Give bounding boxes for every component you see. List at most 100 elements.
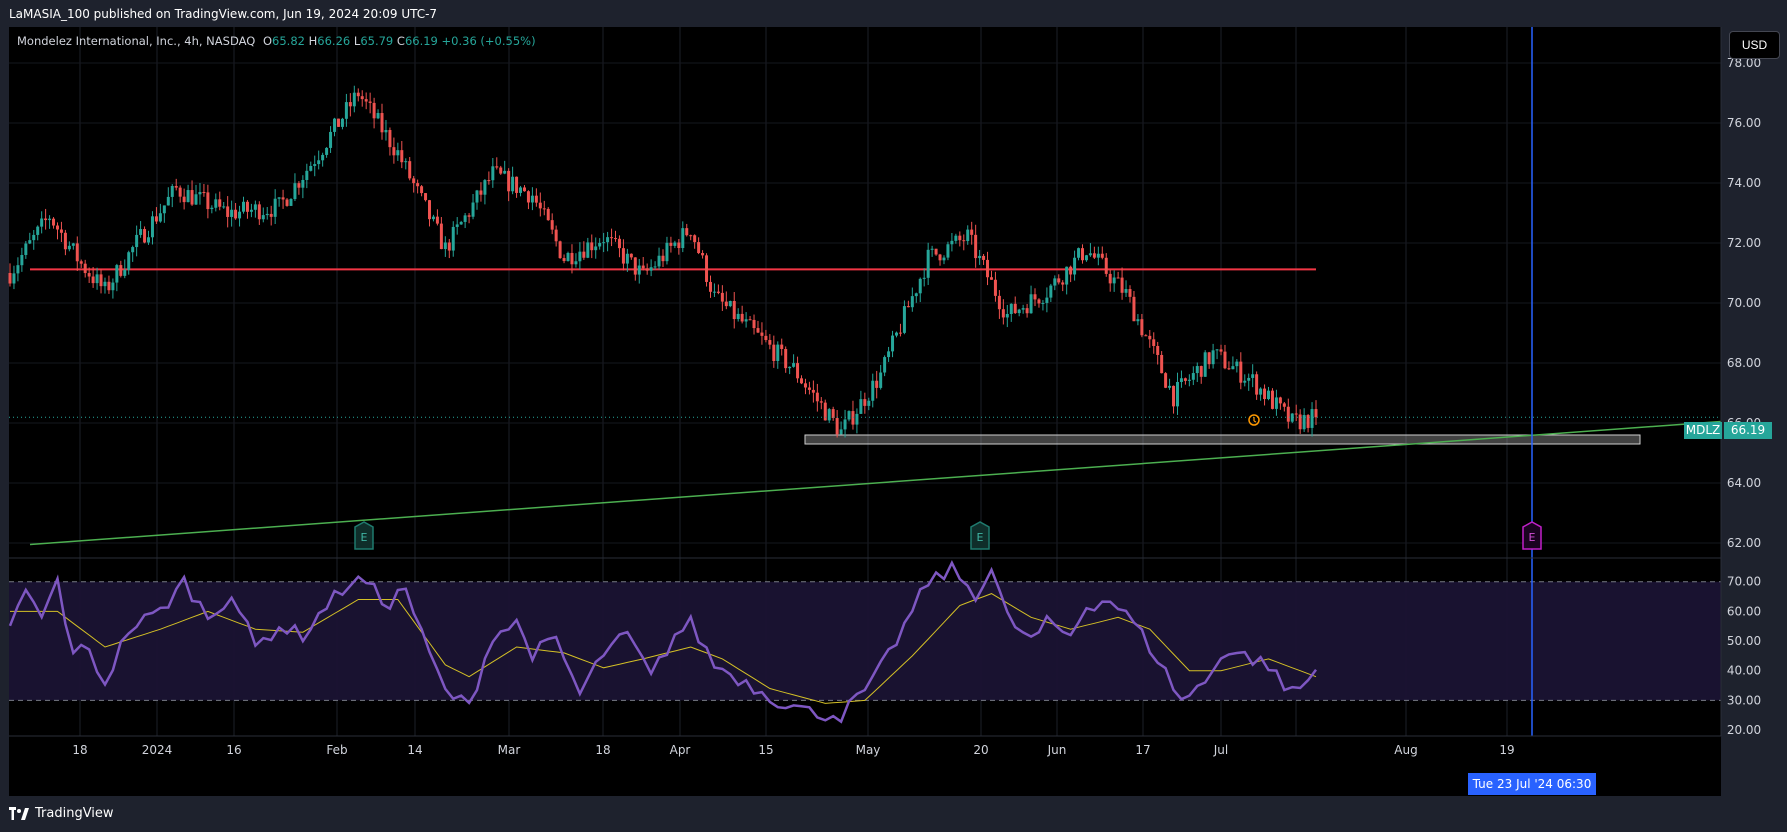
candle-body: [843, 419, 847, 430]
candle-body: [99, 274, 103, 287]
candle-body: [598, 242, 602, 247]
candle-body: [867, 400, 871, 406]
candle-body: [796, 363, 800, 379]
candle-body: [420, 186, 424, 194]
candle-body: [582, 251, 586, 258]
candle-body: [1227, 368, 1231, 370]
time-tick-label: Jul: [1213, 743, 1228, 757]
candle-body: [83, 263, 87, 274]
legend-l-label: L: [353, 34, 361, 48]
candle-body: [467, 215, 471, 217]
candle-body: [230, 209, 234, 217]
candle-body: [1092, 253, 1096, 258]
bottom-bar: [0, 796, 1787, 832]
candle-body: [1029, 294, 1033, 314]
candle-body: [966, 229, 970, 242]
candle-body: [586, 242, 590, 258]
candle-body: [59, 229, 63, 233]
candle-body: [1263, 388, 1267, 400]
candle-body: [218, 199, 222, 207]
candle-body: [305, 170, 309, 180]
candle-body: [1088, 253, 1092, 256]
candle-body: [792, 363, 796, 367]
rsi-line: [8, 559, 1317, 724]
candle-body: [1096, 253, 1100, 258]
candle-body: [617, 238, 621, 249]
candle-body: [1084, 255, 1088, 261]
price-tag-value: 66.19: [1724, 422, 1772, 439]
candle-body: [119, 265, 123, 276]
candle-body: [1037, 299, 1041, 304]
rsi-tick-label: 40.00: [1727, 664, 1761, 678]
time-axis-ticks: 18 2024 16 Feb 14 Mar 18 Apr 15 May 20 Jun 17 Jul Aug 1…: [72, 743, 1514, 757]
candle-body: [154, 216, 158, 222]
price-tick-label: 68.00: [1727, 356, 1761, 370]
candle-body: [530, 195, 534, 203]
candle-body: [40, 218, 44, 227]
candle-body: [993, 279, 997, 296]
rsi-band-fill: [9, 581, 1721, 701]
candle-body: [55, 225, 59, 230]
candle-body: [313, 164, 317, 166]
candle-body: [665, 242, 669, 262]
candle-body: [309, 165, 313, 171]
candle-body: [800, 378, 804, 384]
candle-body: [71, 243, 75, 246]
candle-body: [515, 176, 519, 193]
candle-body: [875, 380, 879, 388]
candle-body: [511, 176, 515, 192]
candle-body: [293, 183, 297, 200]
legend-change: +0.36 (+0.55%): [441, 34, 536, 48]
candle-body: [48, 218, 52, 221]
candle-body: [388, 130, 392, 148]
tradingview-brand[interactable]: TradingView: [9, 806, 114, 821]
candle-body: [273, 198, 277, 217]
candle-body: [1164, 373, 1168, 388]
candle-body: [887, 351, 891, 358]
candle-body: [732, 301, 736, 320]
candle-body: [653, 266, 657, 268]
candle-body: [372, 102, 376, 119]
candle-body: [158, 213, 162, 222]
legend-c-value: 66.19: [404, 34, 438, 48]
candle-body: [348, 102, 352, 107]
candle-body: [1314, 409, 1318, 418]
candle-body: [1065, 266, 1069, 285]
candle-body: [697, 242, 701, 254]
candle-body: [1017, 309, 1021, 314]
price-tick-label: 74.00: [1727, 176, 1761, 190]
candle-body: [606, 237, 610, 243]
currency-button[interactable]: USD: [1729, 31, 1780, 59]
candle-body: [851, 411, 855, 425]
candle-body: [139, 229, 143, 235]
price-tick-label: 78.00: [1727, 56, 1761, 70]
candle-body: [182, 196, 186, 203]
candle-body: [340, 118, 344, 127]
candle-body: [748, 319, 752, 321]
candle-body: [542, 208, 546, 210]
candle-body: [807, 387, 811, 390]
candle-body: [756, 328, 760, 333]
candle-body: [428, 200, 432, 220]
candle-body: [1009, 303, 1013, 314]
candle-body: [859, 399, 863, 414]
candle-body: [1231, 366, 1235, 370]
rsi-tick-label: 30.00: [1727, 693, 1761, 707]
candle-body: [1124, 289, 1128, 293]
candle-body: [1187, 379, 1191, 381]
candle-body: [594, 246, 598, 251]
candle-body: [1219, 349, 1223, 352]
candle-body: [368, 101, 372, 103]
price-tick-label: 64.00: [1727, 476, 1761, 490]
candle-body: [839, 429, 843, 435]
time-tick-label: 18: [595, 743, 610, 757]
candle-body: [170, 185, 174, 197]
legend-h-value: 66.26: [317, 34, 351, 48]
candle-body: [1235, 361, 1239, 367]
candle-body: [479, 190, 483, 195]
candle-body: [1243, 380, 1247, 383]
candle-body: [1128, 289, 1132, 297]
candle-body: [641, 265, 645, 269]
